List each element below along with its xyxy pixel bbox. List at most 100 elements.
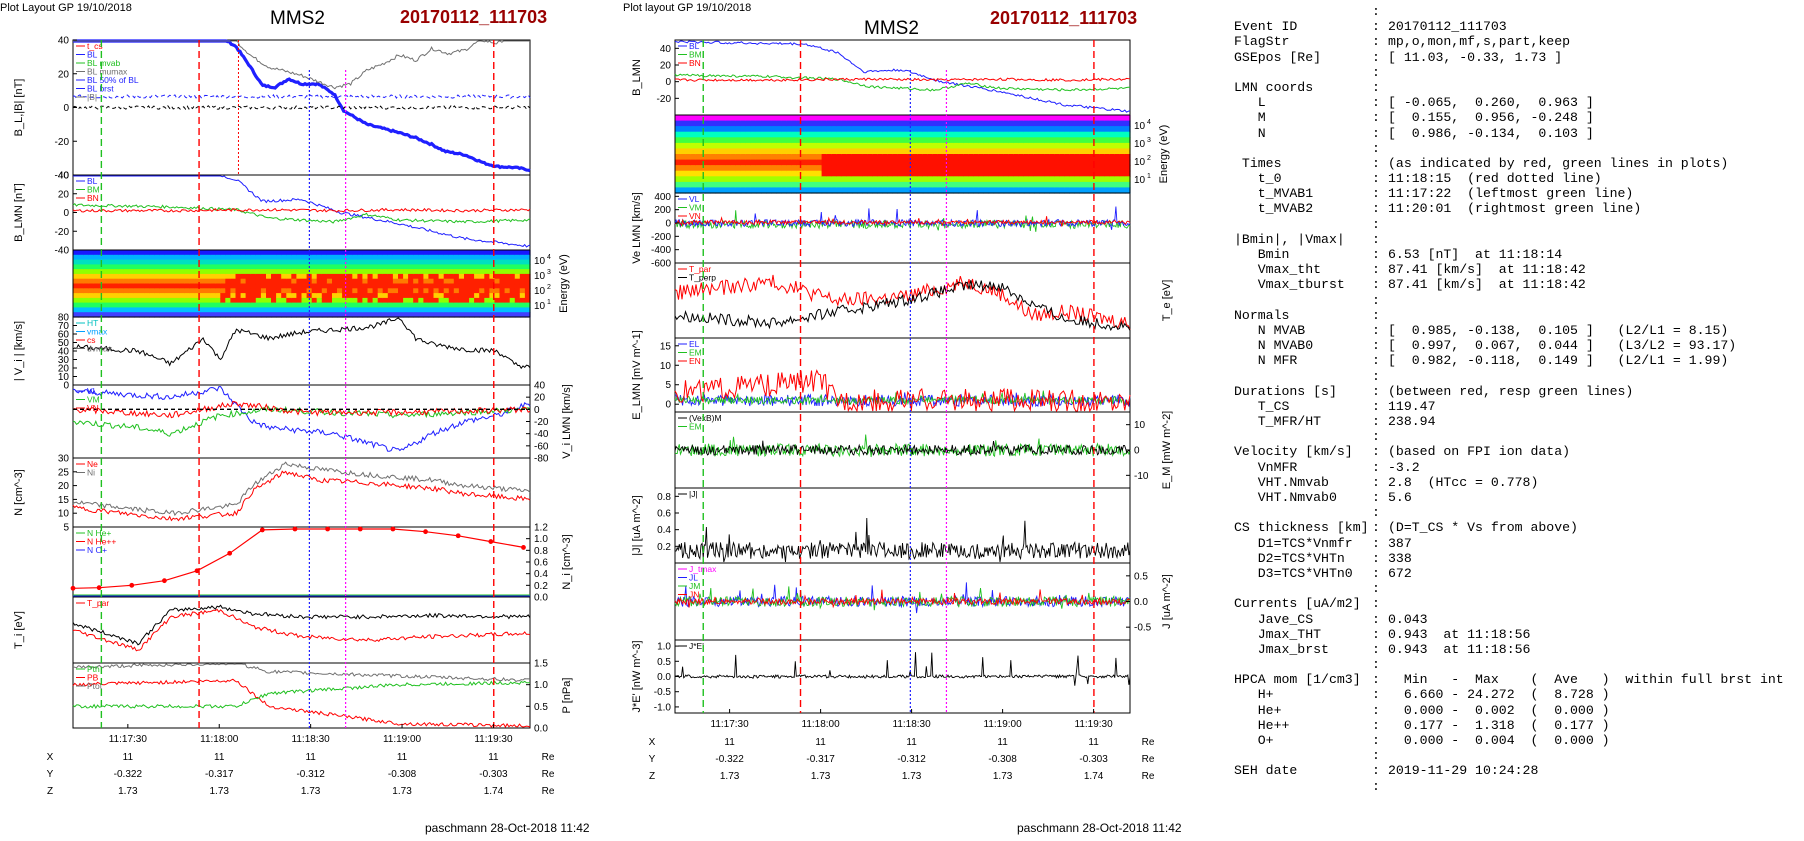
spectrogram-cell bbox=[210, 254, 216, 261]
spectrogram-cell bbox=[892, 148, 899, 155]
spectrogram-cell bbox=[1018, 181, 1025, 189]
spectrogram-cell bbox=[519, 269, 526, 275]
spectrogram-cell bbox=[948, 165, 954, 172]
spectrogram-cell bbox=[144, 254, 150, 261]
spectrogram-cell bbox=[382, 283, 389, 289]
spectrogram-cell bbox=[998, 165, 1005, 172]
y-tick-label: 15 bbox=[660, 341, 672, 352]
spectrogram-cell bbox=[745, 131, 752, 138]
spectrogram-cell bbox=[484, 297, 490, 304]
spectrogram-cell bbox=[154, 288, 160, 294]
spectrogram-cell bbox=[776, 115, 782, 122]
spectrogram-cell bbox=[362, 312, 369, 318]
spectrogram-cell bbox=[776, 137, 782, 144]
info-key bbox=[1222, 581, 1372, 596]
spectrogram-cell bbox=[836, 176, 843, 183]
spectrogram-cell bbox=[448, 273, 455, 280]
spectrogram-cell bbox=[78, 278, 84, 285]
info-row: He+: 0.000 - 0.002 ( 0.000 ) bbox=[1222, 703, 1784, 718]
spectrogram-cell bbox=[897, 181, 904, 189]
spectrogram-cell bbox=[326, 288, 333, 294]
spectrogram-cell bbox=[291, 302, 297, 308]
spectrogram-cell bbox=[872, 120, 878, 127]
spectrogram-cell bbox=[230, 259, 237, 265]
spectrogram-cell bbox=[680, 181, 686, 189]
spectrogram-cell bbox=[352, 273, 358, 280]
spectrogram-cell bbox=[301, 259, 308, 265]
spectrogram-cell bbox=[306, 254, 313, 261]
spectrogram-cell bbox=[469, 273, 475, 280]
spectrogram-cell bbox=[1033, 115, 1040, 122]
spectrogram-cell bbox=[367, 302, 374, 308]
spectrogram-cell bbox=[235, 293, 242, 299]
spectrogram-cell bbox=[1104, 126, 1111, 133]
spectrogram-cell bbox=[88, 312, 94, 318]
info-key: Vmax_tburst bbox=[1234, 277, 1345, 293]
legend-label: VL bbox=[689, 194, 700, 204]
spectrogram-cell bbox=[836, 137, 843, 144]
info-value: (based on FPI ion data) bbox=[1388, 444, 1571, 460]
spectrogram-cell bbox=[403, 283, 409, 289]
y-tick-label: 60 bbox=[58, 330, 70, 341]
spectrogram-cell bbox=[932, 165, 939, 172]
spectrogram-cell bbox=[1033, 137, 1040, 144]
spectrogram-cell bbox=[347, 273, 353, 280]
spectrogram-cell bbox=[1089, 115, 1096, 122]
spectrogram-cell bbox=[1119, 159, 1126, 166]
spectrogram-cell bbox=[1124, 159, 1131, 166]
spectrogram-cell bbox=[428, 278, 435, 285]
spectrogram-cell bbox=[271, 273, 277, 280]
spectrogram-cell bbox=[1094, 137, 1101, 144]
spectrogram-cell bbox=[877, 181, 883, 189]
spectrogram-cell bbox=[1059, 187, 1065, 194]
spectrogram-cell bbox=[750, 154, 757, 161]
spectrogram-cell bbox=[720, 131, 727, 138]
spectrogram-cell bbox=[1114, 170, 1121, 177]
spectrogram-cell bbox=[1094, 176, 1101, 183]
info-value: 87.41 [km/s] at 11:18:42 bbox=[1388, 262, 1586, 278]
spectrogram-cell bbox=[1074, 131, 1081, 138]
spectrogram-cell bbox=[489, 312, 496, 318]
spectrogram-cell bbox=[73, 297, 79, 304]
spectrogram-cell bbox=[755, 115, 762, 122]
spectrogram-cell bbox=[1028, 148, 1035, 155]
spectrogram-cell bbox=[189, 278, 196, 285]
spectrogram-cell bbox=[1089, 165, 1096, 172]
spectrogram-cell bbox=[347, 312, 353, 318]
spectrogram-cell bbox=[443, 269, 450, 275]
spectrogram-cell bbox=[760, 126, 767, 133]
spectrogram-cell bbox=[118, 259, 125, 265]
spectrogram-cell bbox=[725, 181, 732, 189]
spectrogram-cell bbox=[443, 312, 450, 318]
spectrogram-cell bbox=[286, 264, 292, 270]
spectrogram-cell bbox=[342, 288, 348, 294]
spectrogram-cell bbox=[705, 176, 711, 183]
spectrogram-cell bbox=[311, 264, 318, 270]
spectrogram-cell bbox=[250, 269, 257, 275]
spectrogram-cell bbox=[413, 302, 419, 308]
spectrogram-cell bbox=[791, 181, 797, 189]
info-row: H+: 6.660 - 24.272 ( 8.728 ) bbox=[1222, 687, 1784, 702]
spectrogram-cell bbox=[245, 250, 252, 256]
spectrogram-cell bbox=[88, 293, 94, 299]
spectrogram-cell bbox=[1069, 181, 1075, 189]
spectrogram-cell bbox=[1039, 148, 1045, 155]
spectrogram-cell bbox=[700, 165, 706, 172]
spectrogram-cell bbox=[766, 115, 772, 122]
spectrogram-cell bbox=[423, 312, 430, 318]
spectrogram-cell bbox=[882, 115, 888, 122]
spectrogram-cell bbox=[1049, 159, 1055, 166]
y-tick-label: 0 bbox=[63, 103, 69, 114]
spectrogram-cell bbox=[93, 259, 99, 265]
spectrogram-cell bbox=[184, 264, 191, 270]
spectrogram-cell bbox=[103, 302, 110, 308]
spectrogram-cell bbox=[983, 148, 990, 155]
spectrogram-cell bbox=[408, 297, 414, 304]
spectrogram-cell bbox=[1033, 131, 1040, 138]
spectrogram-cell bbox=[771, 142, 777, 150]
spectrogram-cell bbox=[857, 170, 863, 177]
spectrogram-cell bbox=[164, 278, 171, 285]
spectrogram-cell bbox=[715, 170, 722, 177]
spectrogram-cell bbox=[776, 170, 782, 177]
spectrogram-cell bbox=[235, 297, 242, 304]
